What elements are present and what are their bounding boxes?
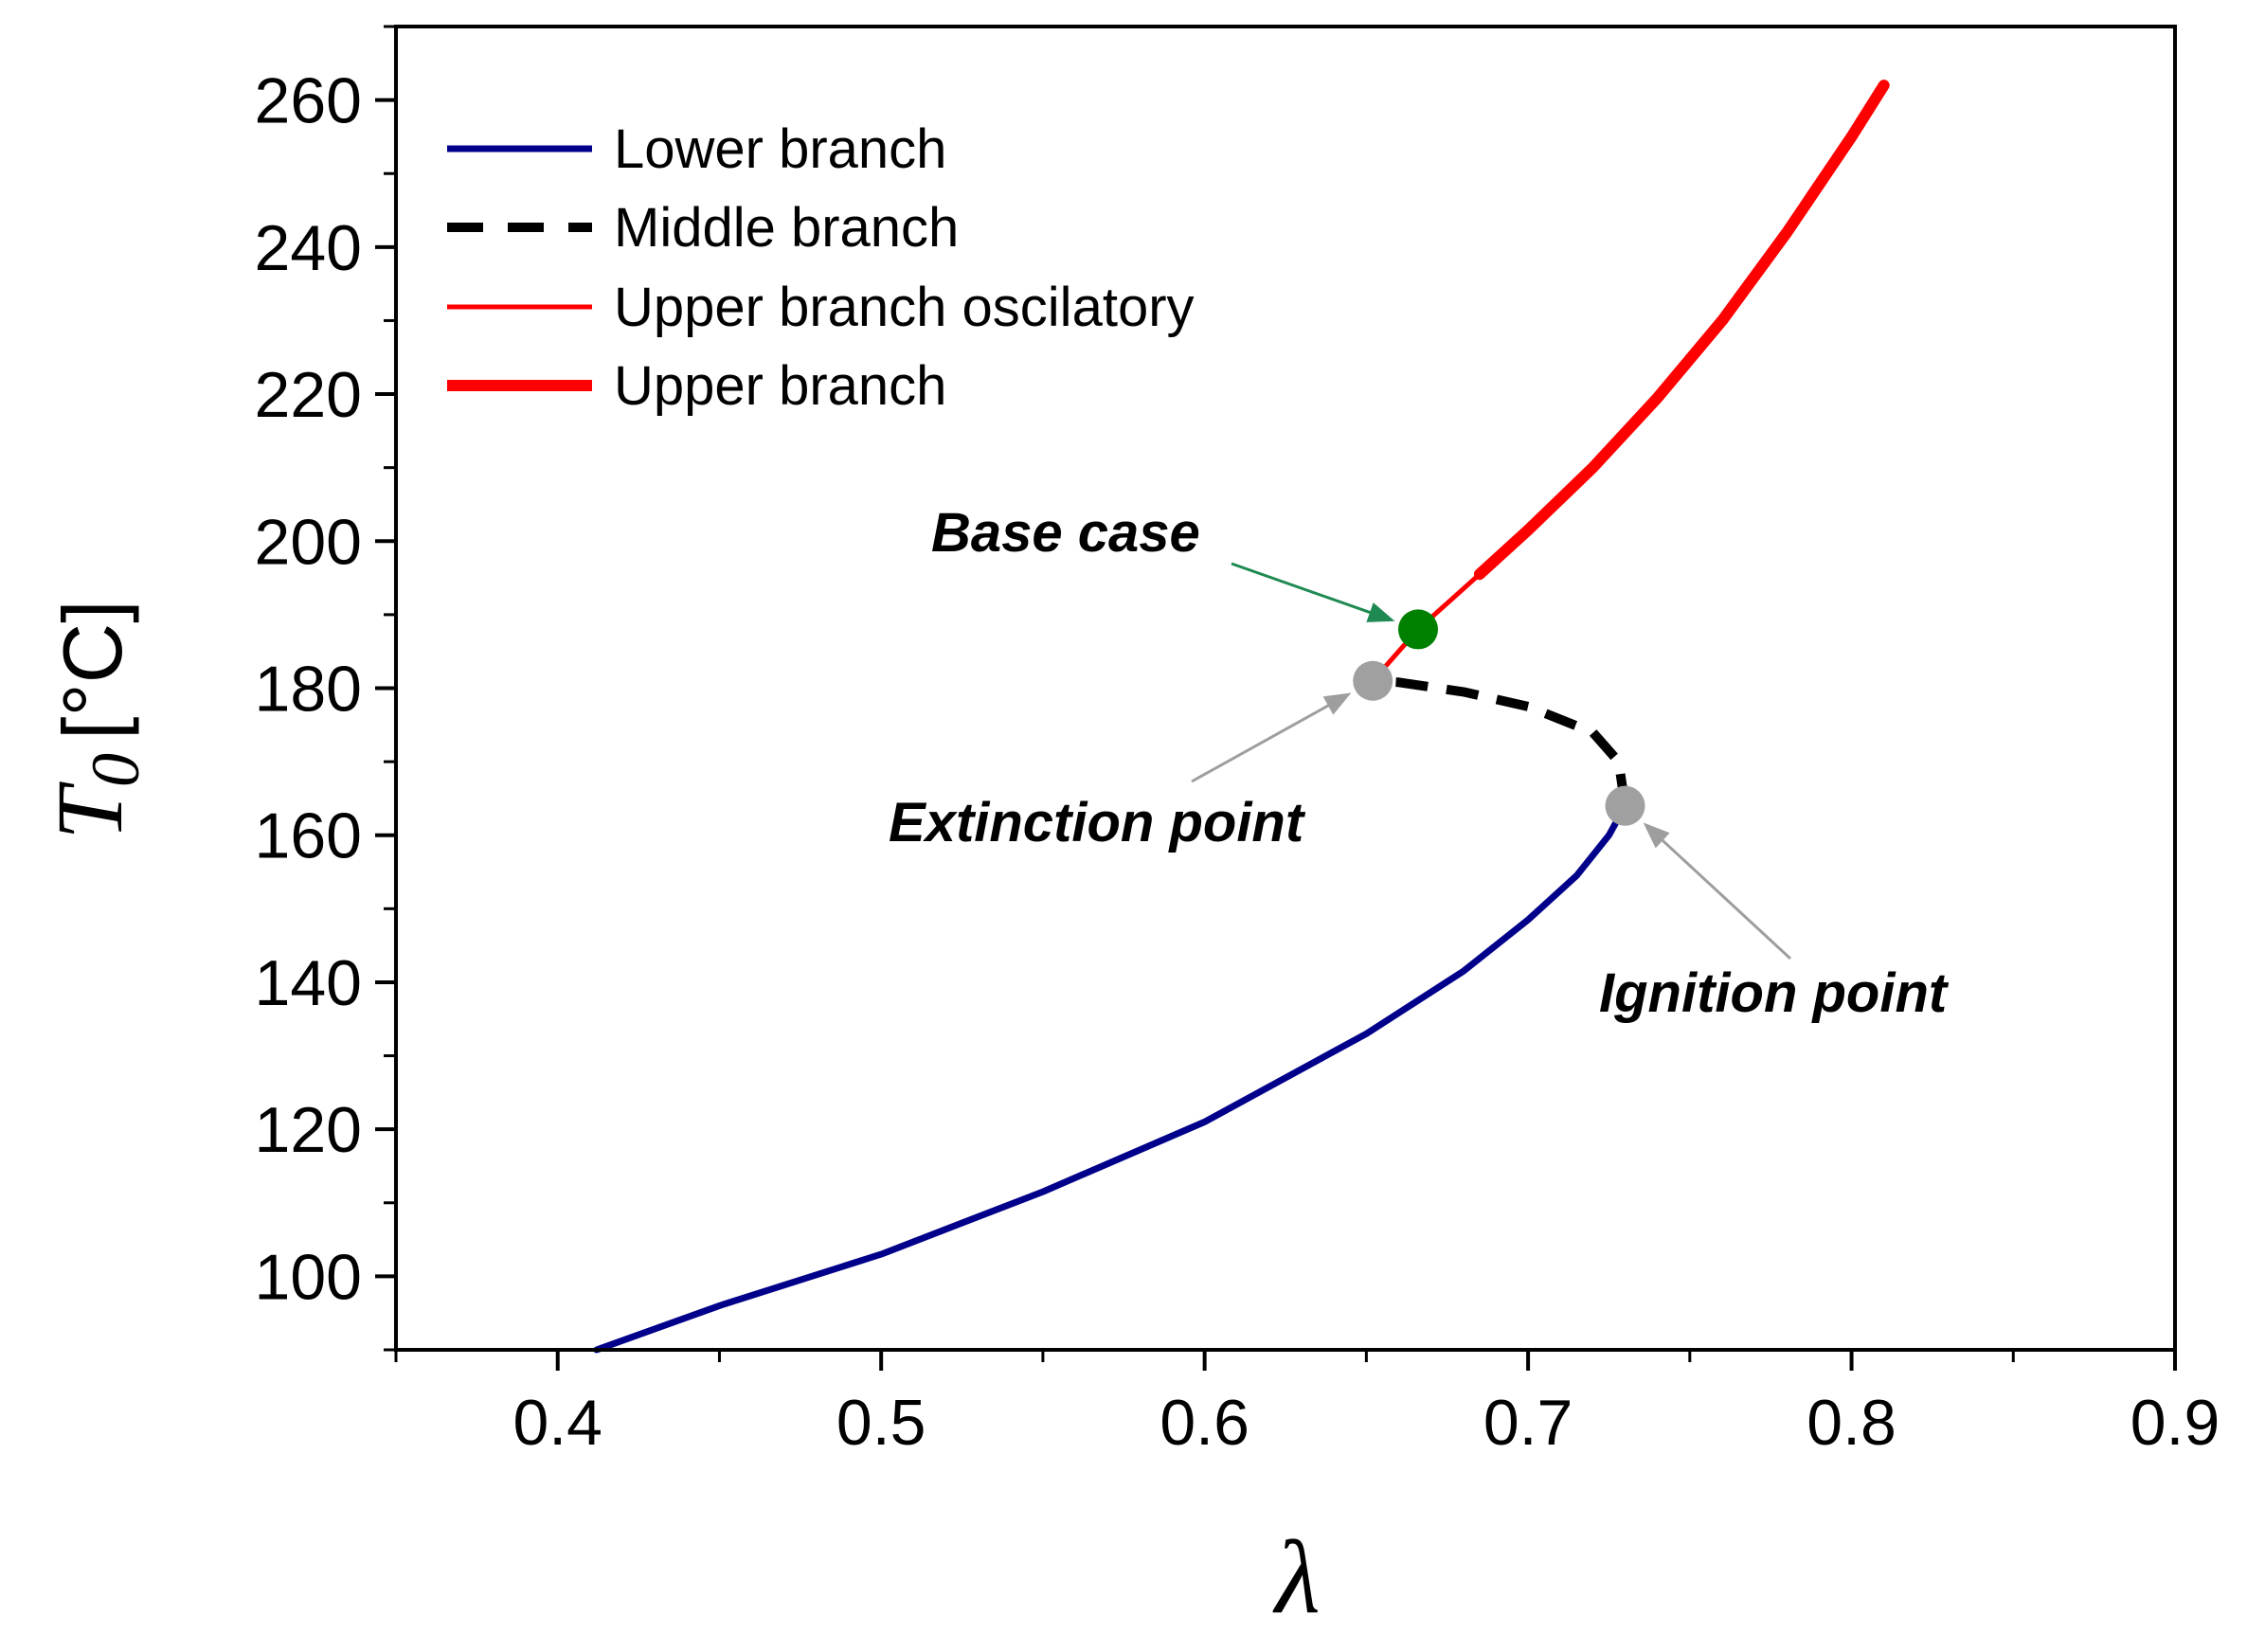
y-axis-unit: [°C]	[45, 600, 139, 740]
extinction-point-marker	[1353, 660, 1393, 701]
plot-frame	[394, 25, 2177, 1352]
y-tick-label: 240	[255, 212, 362, 284]
y-axis-subscript: 0	[78, 753, 153, 787]
x-axis-title: λ	[1272, 1519, 1321, 1635]
extinction-point-arrow-head	[1322, 692, 1352, 715]
base-case-arrow-line	[1231, 562, 1379, 618]
legend-label-upper-branch: Upper branch	[614, 355, 946, 417]
legend-label-upper-branch-oscilatory: Upper branch oscilatory	[614, 277, 1195, 338]
x-tick-label: 0.6	[1159, 1387, 1249, 1459]
ignition-point-label: Ignition point	[1599, 962, 1950, 1024]
ignition-point-arrow-head	[1643, 822, 1670, 849]
x-tick-label: 0.8	[1807, 1387, 1896, 1459]
y-axis-title: T0 [°C]	[37, 600, 153, 839]
ticks-layer: 0.4 0.5 0.6 0.7 0.8 0.9 100 120 140 160 180 200 220 2…	[255, 25, 2220, 1459]
y-tick-label: 260	[255, 65, 362, 137]
series-lower-branch	[593, 802, 1628, 1354]
y-tick-label: 120	[255, 1094, 362, 1166]
y-tick-label: 160	[255, 800, 362, 872]
series-middle-branch	[1372, 675, 1630, 807]
y-tick-label: 200	[255, 506, 362, 578]
ignition-point-arrow-line	[1654, 833, 1792, 961]
base-case-arrow-head	[1366, 602, 1395, 622]
ignition-point-marker	[1605, 785, 1645, 826]
annotations-layer: Base case Extinction point Ignition point	[889, 502, 1950, 1024]
x-tick-label: 0.4	[512, 1387, 602, 1459]
y-tick-label: 220	[255, 359, 362, 431]
x-tick-label: 0.7	[1483, 1387, 1573, 1459]
curves-layer	[593, 80, 1890, 1354]
base-case-marker	[1397, 609, 1438, 650]
x-tick-label: 0.9	[2130, 1387, 2220, 1459]
extinction-point-label: Extinction point	[889, 792, 1306, 853]
y-tick-label: 180	[255, 654, 362, 726]
legend-label-lower-branch: Lower branch	[614, 118, 946, 180]
series-upper-branch	[1473, 80, 1890, 581]
base-case-label: Base case	[931, 502, 1200, 564]
legend: Lower branch Middle branch Upper branch os…	[447, 118, 1195, 417]
y-tick-label: 140	[255, 947, 362, 1019]
x-tick-label: 0.5	[836, 1387, 926, 1459]
legend-label-middle-branch: Middle branch	[614, 197, 959, 259]
extinction-point-arrow-line	[1191, 699, 1338, 783]
y-tick-label: 100	[255, 1241, 362, 1313]
y-axis-symbol: T	[37, 781, 142, 840]
